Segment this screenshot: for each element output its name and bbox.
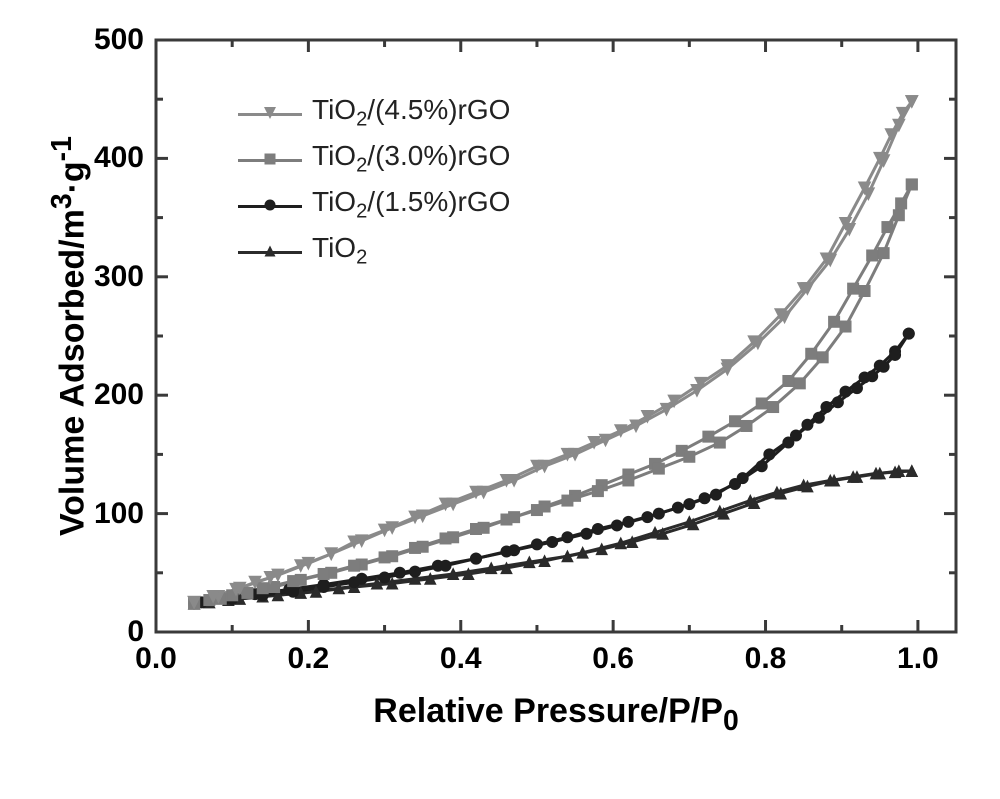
legend-label: TiO2/(1.5%)rGO [312, 186, 510, 224]
legend-swatch [238, 147, 302, 171]
y-tick-label: 200 [94, 378, 144, 412]
legend-swatch [238, 193, 302, 217]
y-tick-label: 300 [94, 260, 144, 294]
legend-item: TiO2/(4.5%)rGO [238, 90, 510, 136]
legend-item: TiO2/(1.5%)rGO [238, 182, 510, 228]
x-tick-label: 0.6 [592, 642, 634, 676]
legend-item: TiO2 [238, 228, 510, 274]
legend-swatch [238, 239, 302, 263]
y-tick-label: 500 [94, 23, 144, 57]
legend-label: TiO2/(4.5%)rGO [312, 94, 510, 132]
y-tick-label: 100 [94, 497, 144, 531]
legend-label: TiO2/(3.0%)rGO [312, 140, 510, 178]
legend-item: TiO2/(3.0%)rGO [238, 136, 510, 182]
y-tick-label: 0 [127, 615, 144, 649]
legend: TiO2/(4.5%)rGO TiO2/(3.0%)rGO TiO2/(1.5%)r… [238, 90, 510, 274]
y-tick-label: 400 [94, 141, 144, 175]
legend-swatch [238, 101, 302, 125]
figure: Volume Adsorbed/m3·g-1 Relative Pressure… [0, 0, 1000, 799]
x-tick-label: 1.0 [897, 642, 939, 676]
x-tick-label: 0.8 [745, 642, 787, 676]
x-tick-label: 0.4 [440, 642, 482, 676]
legend-label: TiO2 [312, 232, 367, 270]
x-tick-label: 0.2 [288, 642, 330, 676]
